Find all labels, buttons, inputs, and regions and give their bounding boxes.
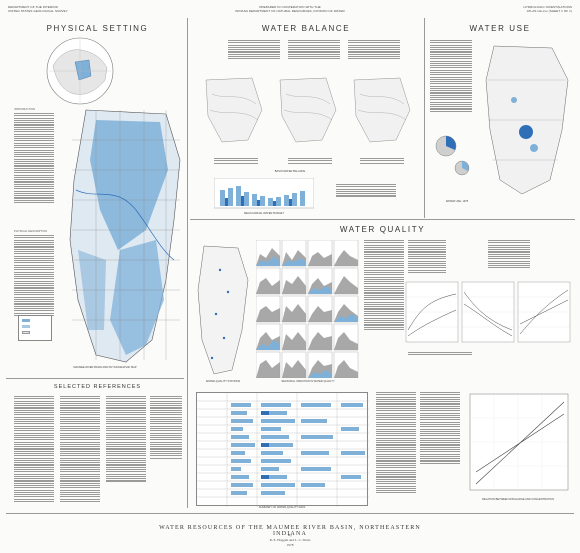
water-balance-text-2	[288, 40, 340, 61]
water-use-map	[485, 45, 569, 195]
cooperation-line-1: PREPARED IN COOPERATION WITH THE	[259, 5, 321, 9]
atlas-header: HYDROLOGIC INVESTIGATIONS ATLAS HA-xxx (…	[480, 5, 572, 13]
water-quality-text-5	[420, 392, 460, 465]
references-column-4	[150, 396, 182, 460]
physical-setting-title: PHYSICAL SETTING	[46, 24, 149, 33]
atlas-by: By	[288, 533, 292, 537]
intro-heading: INTRODUCTION	[14, 108, 36, 111]
water-balance-title: WATER BALANCE	[261, 24, 351, 33]
discharge-plot-caption: RELATION BETWEEN DISCHARGE AND CONCENTRA…	[482, 498, 554, 501]
water-balance-caption-2: MEAN ANNUAL WATER BUDGET	[244, 212, 284, 215]
water-balance-text-1	[228, 40, 280, 61]
line-graph-captions	[408, 352, 568, 357]
atlas-line-1: HYDROLOGIC INVESTIGATIONS	[523, 5, 572, 9]
water-balance-maps	[205, 77, 411, 143]
water-use-title: WATER USE	[469, 24, 531, 33]
divider-left	[187, 18, 188, 508]
map-legend	[18, 315, 52, 341]
water-quality-text-3	[488, 240, 530, 270]
location-globe-map	[46, 37, 114, 105]
divider-references	[6, 378, 184, 379]
water-balance-caption-1: BASIN WATER BALANCE	[274, 170, 306, 173]
discharge-concentration-plot	[469, 393, 569, 491]
physio-heading: PHYSICAL DESCRIPTION	[14, 230, 48, 233]
atlas-authors: R. E. Hoggatt and L. C. Davis	[269, 538, 311, 542]
references-column-3	[106, 396, 146, 483]
atlas-line-2: ATLAS HA-xxx (SHEET 1 OF 1)	[526, 8, 572, 13]
atlas-year: 1978	[286, 543, 294, 547]
water-quality-text-1	[364, 240, 404, 331]
water-quality-station-map	[197, 245, 249, 375]
seasonal-charts-caption: SEASONAL VARIATION IN WATER QUALITY	[281, 380, 335, 383]
wb-caption-text-2	[288, 158, 332, 165]
summary-table-grid	[197, 393, 369, 507]
intro-text-block: INTRODUCTION	[14, 108, 54, 204]
divider-middle	[190, 219, 575, 220]
atlas-title: WATER RESOURCES OF THE MAUMEE RIVER BASI…	[159, 525, 421, 537]
divider-right	[424, 18, 425, 218]
water-budget-bar-chart	[214, 178, 314, 209]
water-quality-text-4	[376, 392, 416, 495]
summary-table-caption: SUMMARY OF WATER-QUALITY DATA	[258, 506, 306, 509]
water-balance-text-3	[348, 40, 400, 61]
physical-map-caption: MAUMEE RIVER BASIN AND PHYSIOGRAPHIC MAP	[73, 366, 137, 369]
station-map-caption: WATER-QUALITY STATIONS	[205, 380, 241, 383]
selected-references-title: SELECTED REFERENCES	[53, 384, 142, 390]
water-quality-text-2	[408, 240, 446, 274]
physio-text-block: PHYSICAL DESCRIPTION	[14, 230, 54, 317]
references-column-1	[14, 396, 54, 503]
references-column-2	[60, 396, 100, 503]
cooperation-line-2: INDIANA DEPARTMENT OF NATURAL RESOURCES,…	[235, 8, 345, 13]
water-quality-title: WATER QUALITY	[339, 225, 426, 234]
wb-caption-text-1	[214, 158, 258, 165]
water-quality-summary-table	[196, 392, 369, 507]
agency-line-1: DEPARTMENT OF THE INTERIOR	[8, 5, 58, 9]
agency-header: DEPARTMENT OF THE INTERIOR UNITED STATES…	[8, 5, 88, 13]
divider-footer	[6, 513, 574, 514]
wb-caption-text-3	[360, 158, 404, 165]
water-balance-notes	[336, 184, 396, 198]
concentration-line-graphs	[405, 281, 571, 343]
seasonal-chart-grid	[255, 239, 360, 379]
basin-physiographic-map	[69, 109, 181, 363]
water-use-pie-charts	[435, 135, 470, 176]
water-use-caption: WATER USE, 1975	[445, 200, 469, 203]
water-use-text	[430, 40, 472, 113]
seasonal-area-charts	[255, 239, 359, 379]
agency-line-2: UNITED STATES GEOLOGICAL SURVEY	[8, 8, 68, 13]
cooperation-header: PREPARED IN COOPERATION WITH THE INDIANA…	[215, 5, 365, 13]
